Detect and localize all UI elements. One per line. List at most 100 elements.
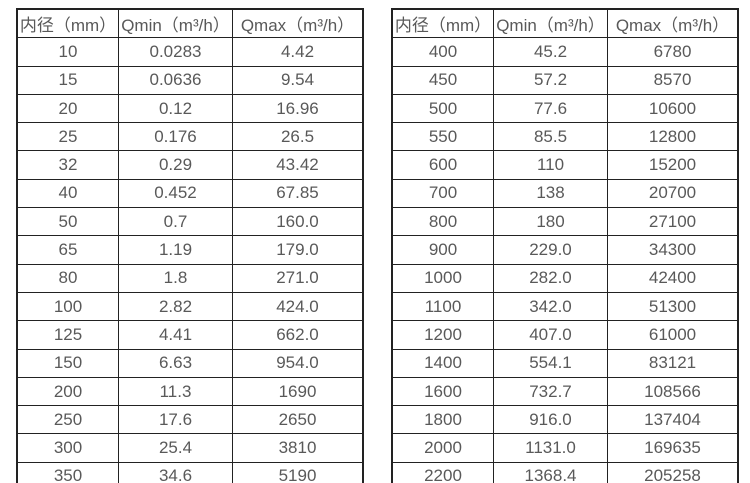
table-row: 1200 407.0 61000 [391, 320, 739, 350]
table-cell: 600 [391, 150, 494, 180]
table-row: 600 110 15200 [391, 150, 739, 180]
table-cell: 0.452 [118, 178, 233, 209]
table-cell: 271.0 [232, 263, 364, 293]
table-cell: 1600 [391, 376, 494, 407]
table-cell: 2.82 [118, 291, 233, 322]
table-cell: 1400 [391, 348, 494, 378]
table-cell: 17.6 [118, 405, 233, 435]
table-row: 200 11.3 1690 [16, 376, 364, 407]
table-cell: 77.6 [493, 93, 608, 124]
table-cell: 1200 [391, 320, 494, 350]
table-cell: 10 [16, 37, 119, 67]
table-cell: 9.54 [232, 65, 364, 95]
table-row: 32 0.29 43.42 [16, 150, 364, 180]
table-cell: 6.63 [118, 348, 233, 378]
table-cell: 732.7 [493, 376, 608, 407]
table-cell: 1690 [232, 376, 364, 407]
table-cell: 1131.0 [493, 433, 608, 463]
table-cell: 67.85 [232, 178, 364, 209]
table-cell: 50 [16, 207, 119, 237]
table-cell: 6780 [607, 37, 739, 67]
table-cell: 8570 [607, 65, 739, 95]
table-cell: 12800 [607, 122, 739, 152]
table-cell: 10600 [607, 93, 739, 124]
table-row: 150 6.63 954.0 [16, 348, 364, 378]
table-cell: 2650 [232, 405, 364, 435]
table-cell: 407.0 [493, 320, 608, 350]
table-cell: 554.1 [493, 348, 608, 378]
header-row: 内径（mm） Qmin（m³/h） Qmax（m³/h） [16, 8, 364, 39]
table-cell: 0.176 [118, 122, 233, 152]
table-row: 1400 554.1 83121 [391, 348, 739, 378]
table-cell: 27100 [607, 207, 739, 237]
table-cell: 550 [391, 122, 494, 152]
table-cell: 1.19 [118, 235, 233, 265]
table-row: 20 0.12 16.96 [16, 93, 364, 124]
table-cell: 0.7 [118, 207, 233, 237]
table-row: 65 1.19 179.0 [16, 235, 364, 265]
table-row: 1600 732.7 108566 [391, 376, 739, 407]
table-cell: 25.4 [118, 433, 233, 463]
table-cell: 1.8 [118, 263, 233, 293]
table-cell: 108566 [607, 376, 739, 407]
table-row: 300 25.4 3810 [16, 433, 364, 463]
table-cell: 169635 [607, 433, 739, 463]
table-cell: 1368.4 [493, 461, 608, 483]
header-cell: Qmin（m³/h） [493, 8, 608, 39]
table-cell: 34.6 [118, 461, 233, 483]
table-row: 1000 282.0 42400 [391, 263, 739, 293]
table-cell: 179.0 [232, 235, 364, 265]
table-cell: 180 [493, 207, 608, 237]
table-row: 1100 342.0 51300 [391, 291, 739, 322]
table-cell: 916.0 [493, 405, 608, 435]
table-cell: 2000 [391, 433, 494, 463]
table-cell: 20700 [607, 178, 739, 209]
table-cell: 282.0 [493, 263, 608, 293]
table-cell: 43.42 [232, 150, 364, 180]
table-cell: 25 [16, 122, 119, 152]
table-row: 350 34.6 5190 [16, 461, 364, 483]
table-row: 10 0.0283 4.42 [16, 37, 364, 67]
table-row: 450 57.2 8570 [391, 65, 739, 95]
table-cell: 32 [16, 150, 119, 180]
table-cell: 2200 [391, 461, 494, 483]
table-cell: 20 [16, 93, 119, 124]
table-cell: 0.29 [118, 150, 233, 180]
table-cell: 350 [16, 461, 119, 483]
table-row: 40 0.452 67.85 [16, 178, 364, 209]
table-cell: 15 [16, 65, 119, 95]
header-cell: Qmin（m³/h） [118, 8, 233, 39]
table-cell: 200 [16, 376, 119, 407]
table-row: 80 1.8 271.0 [16, 263, 364, 293]
table-cell: 137404 [607, 405, 739, 435]
table-cell: 57.2 [493, 65, 608, 95]
table-cell: 4.41 [118, 320, 233, 350]
table-row: 900 229.0 34300 [391, 235, 739, 265]
table-cell: 42400 [607, 263, 739, 293]
table-cell: 0.0283 [118, 37, 233, 67]
table-cell: 61000 [607, 320, 739, 350]
table-row: 25 0.176 26.5 [16, 122, 364, 152]
table-cell: 205258 [607, 461, 739, 483]
table-row: 500 77.6 10600 [391, 93, 739, 124]
table-cell: 250 [16, 405, 119, 435]
table-row: 550 85.5 12800 [391, 122, 739, 152]
table-cell: 110 [493, 150, 608, 180]
table-cell: 662.0 [232, 320, 364, 350]
table-row: 15 0.0636 9.54 [16, 65, 364, 95]
table-cell: 138 [493, 178, 608, 209]
header-row: 内径（mm） Qmin（m³/h） Qmax（m³/h） [391, 8, 739, 39]
table-cell: 51300 [607, 291, 739, 322]
header-cell: 内径（mm） [16, 8, 119, 39]
table-cell: 15200 [607, 150, 739, 180]
table-cell: 160.0 [232, 207, 364, 237]
table-cell: 40 [16, 178, 119, 209]
table-cell: 125 [16, 320, 119, 350]
table-cell: 800 [391, 207, 494, 237]
table-cell: 26.5 [232, 122, 364, 152]
table-row: 250 17.6 2650 [16, 405, 364, 435]
table-cell: 1000 [391, 263, 494, 293]
table-cell: 16.96 [232, 93, 364, 124]
table-cell: 85.5 [493, 122, 608, 152]
table-cell: 80 [16, 263, 119, 293]
